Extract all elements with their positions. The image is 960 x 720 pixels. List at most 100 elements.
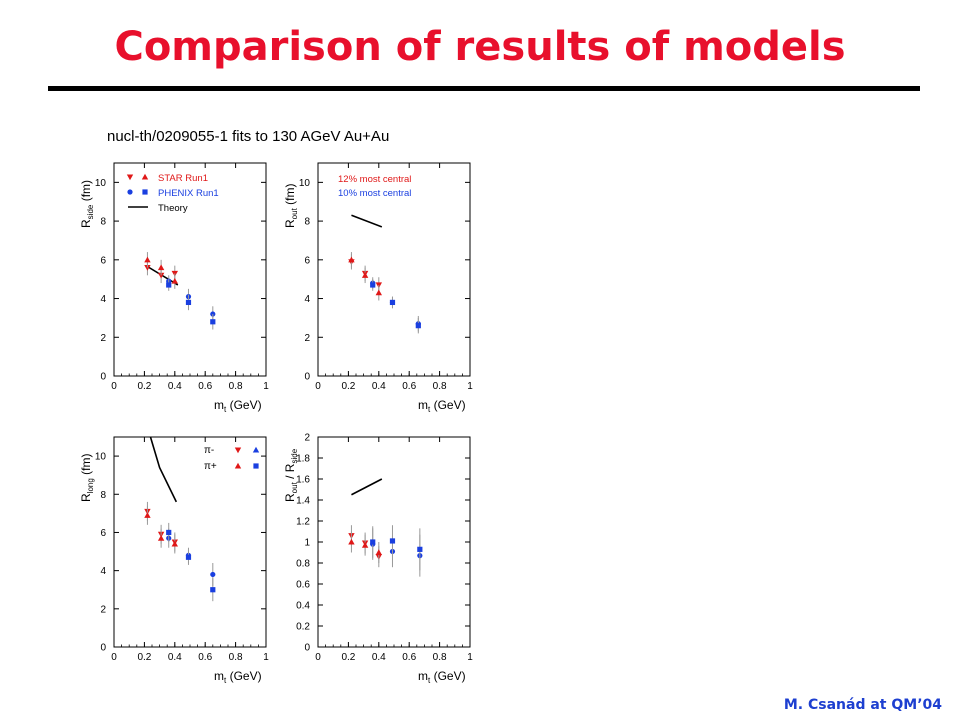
x-tick-label: 0.6 [198, 652, 212, 663]
y-tick-label: 2 [100, 333, 106, 344]
y-tick-label: 0 [304, 372, 310, 383]
x-tick-label: 0 [315, 381, 321, 392]
y-tick-label: 6 [100, 255, 106, 266]
x-tick-label: 0.2 [137, 652, 151, 663]
y-tick-label: 0 [100, 372, 106, 383]
title-underline [48, 86, 920, 91]
legend-symbol [253, 463, 259, 469]
legend-symbol [126, 174, 134, 181]
legend-label: π+ [204, 461, 217, 472]
y-tick-label: 1.4 [296, 496, 310, 507]
plot-frame [113, 436, 267, 648]
y-tick-label: 4 [100, 294, 106, 305]
data-point [210, 319, 216, 325]
x-axis-label: mt (GeV) [214, 398, 262, 414]
x-tick-label: 0.6 [402, 381, 416, 392]
x-tick-label: 0.2 [341, 381, 355, 392]
data-point [144, 265, 151, 271]
y-tick-label: 0.6 [296, 580, 310, 591]
data-point [417, 546, 423, 552]
x-tick-label: 0.2 [341, 652, 355, 663]
legend-symbol [141, 173, 149, 180]
x-tick-label: 0 [111, 652, 117, 663]
data-point [361, 272, 369, 278]
data-point [171, 540, 178, 547]
data-point [157, 534, 165, 541]
legend-label: π- [204, 445, 214, 456]
data-point [157, 264, 165, 271]
x-tick-label: 0.8 [229, 381, 243, 392]
data-point [389, 299, 396, 306]
y-tick-label: 8 [100, 490, 106, 501]
y-tick-label: 2 [304, 433, 310, 444]
y-tick-label: 1 [304, 538, 310, 549]
x-axis-label: mt (GeV) [418, 669, 466, 685]
y-tick-label: 1.6 [296, 475, 310, 486]
data-point [185, 554, 192, 560]
y-tick-label: 0 [304, 643, 310, 654]
x-tick-label: 1 [263, 652, 269, 663]
data-point [348, 538, 355, 545]
x-tick-label: 0.4 [372, 381, 386, 392]
series-phenix-pi- [166, 522, 216, 602]
legend-symbol [142, 189, 148, 195]
data-point [185, 299, 192, 306]
x-tick-label: 0.4 [168, 381, 182, 392]
y-tick-label: 1.2 [296, 517, 310, 528]
data-point [166, 282, 172, 288]
legend-symbol [127, 189, 133, 195]
x-tick-label: 0.6 [198, 381, 212, 392]
x-tick-label: 0 [111, 381, 117, 392]
annotation-label: 12% most central [338, 174, 411, 185]
y-tick-label: 0.8 [296, 559, 310, 570]
y-tick-label: 2 [304, 333, 310, 344]
data-point [166, 529, 172, 536]
legend-label: STAR Run1 [158, 173, 208, 184]
x-tick-label: 1 [467, 381, 473, 392]
data-point [389, 538, 396, 544]
x-tick-label: 0.8 [433, 652, 447, 663]
y-tick-label: 2 [100, 604, 106, 615]
y-tick-label: 6 [100, 528, 106, 539]
theory-curve [351, 478, 383, 496]
x-tick-label: 0.2 [137, 381, 151, 392]
data-point [210, 571, 216, 578]
x-axis-label: mt (GeV) [418, 398, 466, 414]
x-tick-label: 1 [263, 381, 269, 392]
legend-symbol [234, 447, 242, 454]
annotation-label: 10% most central [338, 188, 411, 199]
y-tick-label: 4 [100, 566, 106, 577]
data-point [157, 272, 165, 279]
data-point [370, 282, 376, 288]
slide-title: Comparison of results of models [114, 24, 846, 70]
x-tick-label: 1 [467, 652, 473, 663]
y-tick-label: 6 [304, 255, 310, 266]
legend-label: Theory [158, 203, 188, 214]
data-point [361, 541, 369, 548]
y-axis-label: Rout / Rside [283, 448, 299, 502]
x-tick-label: 0.4 [168, 652, 182, 663]
y-tick-label: 0 [100, 643, 106, 654]
x-tick-label: 0.6 [402, 652, 416, 663]
legend-symbol [234, 462, 242, 469]
data-point [171, 277, 178, 284]
y-tick-label: 10 [95, 452, 107, 463]
y-tick-label: 1.8 [296, 454, 310, 465]
data-point [144, 512, 151, 518]
data-point [375, 289, 382, 296]
series-star-pi- [144, 252, 178, 289]
panel-bottom-right: 0 0.2 0.4 0.6 0.8 1 0 0.2 0.4 0.6 0.8 1 1.2 1.4 1.6 1.8… [283, 433, 473, 686]
x-tick-label: 0.4 [372, 652, 386, 663]
y-tick-label: 0.2 [296, 622, 310, 633]
legend-symbol [252, 446, 260, 453]
y-axis-label: Rside (fm) [79, 180, 95, 228]
series-star-pi- [348, 531, 382, 563]
series-star-pi- [144, 505, 178, 554]
footer-credit: M. Csanád at QM’04 [783, 697, 942, 713]
series-phenix-pi- [166, 279, 216, 330]
data-point [210, 587, 216, 593]
data-point [144, 256, 151, 263]
